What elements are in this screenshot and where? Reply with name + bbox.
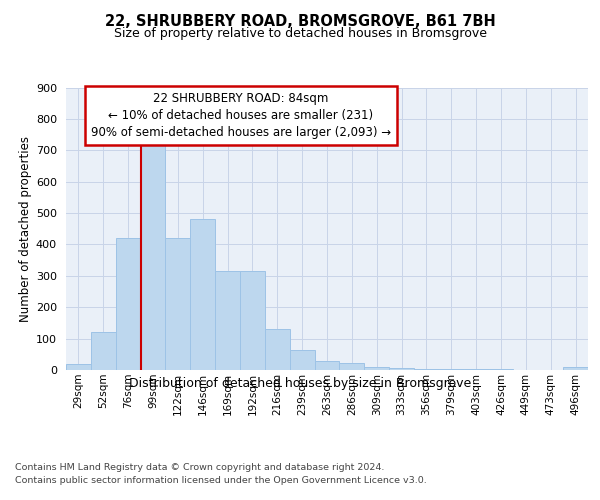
Bar: [215, 271, 240, 370]
Bar: [265, 329, 290, 370]
Bar: [140, 141, 166, 370]
Bar: [116, 238, 140, 370]
Bar: [563, 368, 588, 370]
Bar: [91, 332, 116, 370]
Bar: [190, 220, 215, 370]
Text: Distribution of detached houses by size in Bromsgrove: Distribution of detached houses by size …: [129, 378, 471, 390]
Bar: [364, 367, 389, 370]
Bar: [240, 271, 265, 370]
Bar: [340, 363, 364, 370]
Text: 22, SHRUBBERY ROAD, BROMSGROVE, B61 7BH: 22, SHRUBBERY ROAD, BROMSGROVE, B61 7BH: [104, 14, 496, 29]
Bar: [66, 364, 91, 370]
Bar: [290, 350, 314, 370]
Y-axis label: Number of detached properties: Number of detached properties: [19, 136, 32, 322]
Bar: [414, 369, 439, 370]
Bar: [314, 360, 340, 370]
Bar: [389, 368, 414, 370]
Text: Size of property relative to detached houses in Bromsgrove: Size of property relative to detached ho…: [113, 28, 487, 40]
Text: 22 SHRUBBERY ROAD: 84sqm
← 10% of detached houses are smaller (231)
90% of semi-: 22 SHRUBBERY ROAD: 84sqm ← 10% of detach…: [91, 92, 391, 138]
Text: Contains HM Land Registry data © Crown copyright and database right 2024.: Contains HM Land Registry data © Crown c…: [15, 462, 385, 471]
Bar: [439, 369, 464, 370]
Text: Contains public sector information licensed under the Open Government Licence v3: Contains public sector information licen…: [15, 476, 427, 485]
Bar: [166, 238, 190, 370]
